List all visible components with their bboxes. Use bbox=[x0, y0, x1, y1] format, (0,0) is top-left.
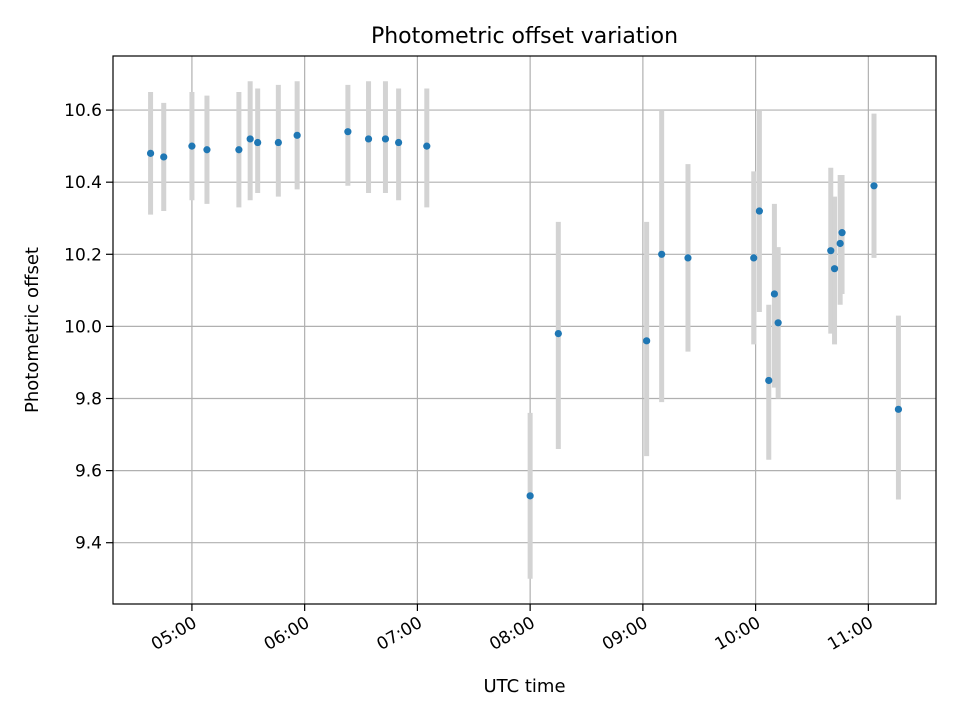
data-point bbox=[526, 492, 534, 500]
data-point bbox=[554, 330, 562, 338]
data-point bbox=[870, 182, 878, 190]
x-axis-label: UTC time bbox=[483, 676, 565, 697]
data-point bbox=[274, 138, 282, 147]
data-point bbox=[254, 138, 262, 147]
data-point bbox=[344, 128, 352, 136]
y-tick-label: 9.4 bbox=[75, 534, 102, 554]
data-point bbox=[395, 138, 403, 147]
data-point bbox=[423, 142, 431, 150]
y-tick-label: 10.2 bbox=[64, 245, 102, 265]
y-tick-label: 9.6 bbox=[75, 462, 102, 482]
data-points bbox=[146, 128, 903, 500]
data-point bbox=[770, 290, 779, 298]
data-point bbox=[293, 131, 301, 139]
data-point bbox=[203, 146, 211, 154]
data-point bbox=[381, 135, 390, 143]
y-axis-ticks: 9.4 9.6 9.8 10.0 10.2 10.4 10.6 bbox=[64, 101, 113, 554]
data-point bbox=[364, 135, 373, 143]
y-tick-label: 10.4 bbox=[64, 173, 102, 193]
data-point bbox=[160, 153, 168, 161]
data-point bbox=[774, 319, 782, 327]
y-axis-label: Photometric offset bbox=[22, 247, 43, 413]
data-point bbox=[235, 146, 243, 154]
data-point bbox=[838, 229, 846, 237]
data-point bbox=[827, 247, 835, 255]
data-point bbox=[246, 135, 254, 143]
y-tick-label: 10.0 bbox=[64, 317, 102, 337]
data-point bbox=[188, 142, 196, 150]
data-point bbox=[750, 254, 758, 262]
data-point bbox=[830, 265, 839, 273]
data-point bbox=[146, 149, 155, 157]
chart-title: Photometric offset variation bbox=[371, 24, 678, 49]
data-point bbox=[836, 239, 844, 248]
y-tick-label: 10.6 bbox=[64, 101, 102, 121]
data-point bbox=[684, 254, 692, 262]
data-point bbox=[643, 337, 651, 345]
data-point bbox=[755, 207, 763, 215]
y-tick-label: 9.8 bbox=[75, 390, 102, 410]
axes-frame bbox=[112, 55, 937, 605]
data-point bbox=[894, 405, 903, 413]
data-point bbox=[765, 376, 773, 385]
data-point bbox=[658, 250, 666, 258]
